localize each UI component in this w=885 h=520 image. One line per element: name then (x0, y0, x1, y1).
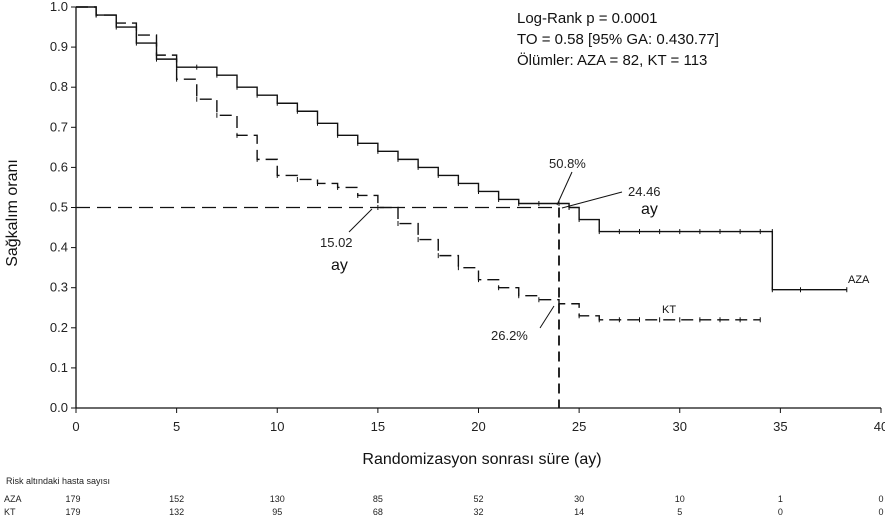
risk-row-label: KT (4, 507, 16, 517)
y-tick-label: 0.7 (50, 119, 68, 134)
y-axis-ticks: 0.0 0.1 0.2 0.3 0.4 0.5 0.6 0.7 0.8 0.9 1.0 (50, 0, 76, 415)
reference-lines (76, 206, 560, 408)
risk-cell: 179 (65, 494, 80, 504)
risk-cell: 0 (778, 507, 783, 517)
stat-hazard-ratio: TO = 0.58 [95% GA: 0.430.77] (517, 31, 719, 48)
risk-cell: 32 (473, 507, 483, 517)
risk-cell: 85 (373, 494, 383, 504)
risk-table: AZA 179 152 130 85 52 30 10 1 0KT 179 132 95 68 32 14 5 0… (4, 494, 884, 517)
x-tick-label: 15 (371, 419, 385, 434)
y-tick-label: 0.9 (50, 39, 68, 54)
x-tick-label: 10 (270, 419, 284, 434)
risk-cell: 0 (878, 507, 883, 517)
annotation-leader-kt-median (348, 208, 373, 233)
x-tick-label: 35 (773, 419, 787, 434)
annotation-aza-at-24: 50.8% (549, 156, 586, 171)
x-tick-label: 25 (572, 419, 586, 434)
risk-cell: 52 (473, 494, 483, 504)
risk-cell: 1 (778, 494, 783, 504)
y-tick-label: 0.2 (50, 320, 68, 335)
annotation-aza-median-unit: ay (641, 201, 658, 218)
annotation-kt-median-value: 15.02 (320, 235, 353, 250)
risk-row-label: AZA (4, 494, 22, 504)
annotation-kt-median-unit: ay (331, 257, 348, 274)
y-tick-label: 0.0 (50, 400, 68, 415)
risk-cell: 10 (675, 494, 685, 504)
risk-cell: 132 (169, 507, 184, 517)
risk-cell: 68 (373, 507, 383, 517)
risk-table-title: Risk altındaki hasta sayısı (6, 476, 110, 486)
annotation-leader-aza-pct (556, 171, 573, 206)
x-tick-label: 5 (173, 419, 180, 434)
y-tick-label: 0.4 (50, 240, 68, 255)
series-line-aza (76, 6, 847, 291)
annotation-leader-kt-pct (539, 305, 555, 329)
x-tick-label: 30 (673, 419, 687, 434)
y-tick-label: 0.5 (50, 200, 68, 215)
median-annotations: 50.8% 24.46 ay 15.02 ay 26.2% (320, 156, 661, 343)
y-tick-label: 0.6 (50, 159, 68, 174)
risk-cell: 130 (270, 494, 285, 504)
y-tick-label: 1.0 (50, 0, 68, 14)
x-axis-label: Randomizasyon sonrası süre (ay) (362, 451, 601, 468)
y-tick-label: 0.3 (50, 280, 68, 295)
series-label-kt: KT (662, 304, 676, 316)
series-label-aza: AZA (848, 274, 870, 286)
x-tick-label: 0 (72, 419, 79, 434)
risk-cell: 30 (574, 494, 584, 504)
risk-cell: 0 (878, 494, 883, 504)
annotation-leader-aza-median (561, 191, 623, 209)
stat-deaths: Ölümler: AZA = 82, KT = 113 (517, 51, 707, 69)
risk-cell: 152 (169, 494, 184, 504)
y-tick-label: 0.1 (50, 360, 68, 375)
x-tick-label: 40 (874, 419, 885, 434)
risk-cell: 95 (272, 507, 282, 517)
risk-cell: 5 (677, 507, 682, 517)
series-group (76, 6, 848, 323)
stat-logrank: Log-Rank p = 0.0001 (517, 10, 658, 27)
risk-cell: 14 (574, 507, 584, 517)
y-axis-label: Sağkalım oranı (4, 159, 21, 267)
y-tick-label: 0.8 (50, 79, 68, 94)
annotation-aza-median-value: 24.46 (628, 184, 661, 199)
x-axis-ticks: 0 5 10 15 20 25 30 35 40 (72, 408, 885, 434)
annotation-kt-at-24: 26.2% (491, 328, 528, 343)
risk-cell: 179 (65, 507, 80, 517)
x-tick-label: 20 (471, 419, 485, 434)
